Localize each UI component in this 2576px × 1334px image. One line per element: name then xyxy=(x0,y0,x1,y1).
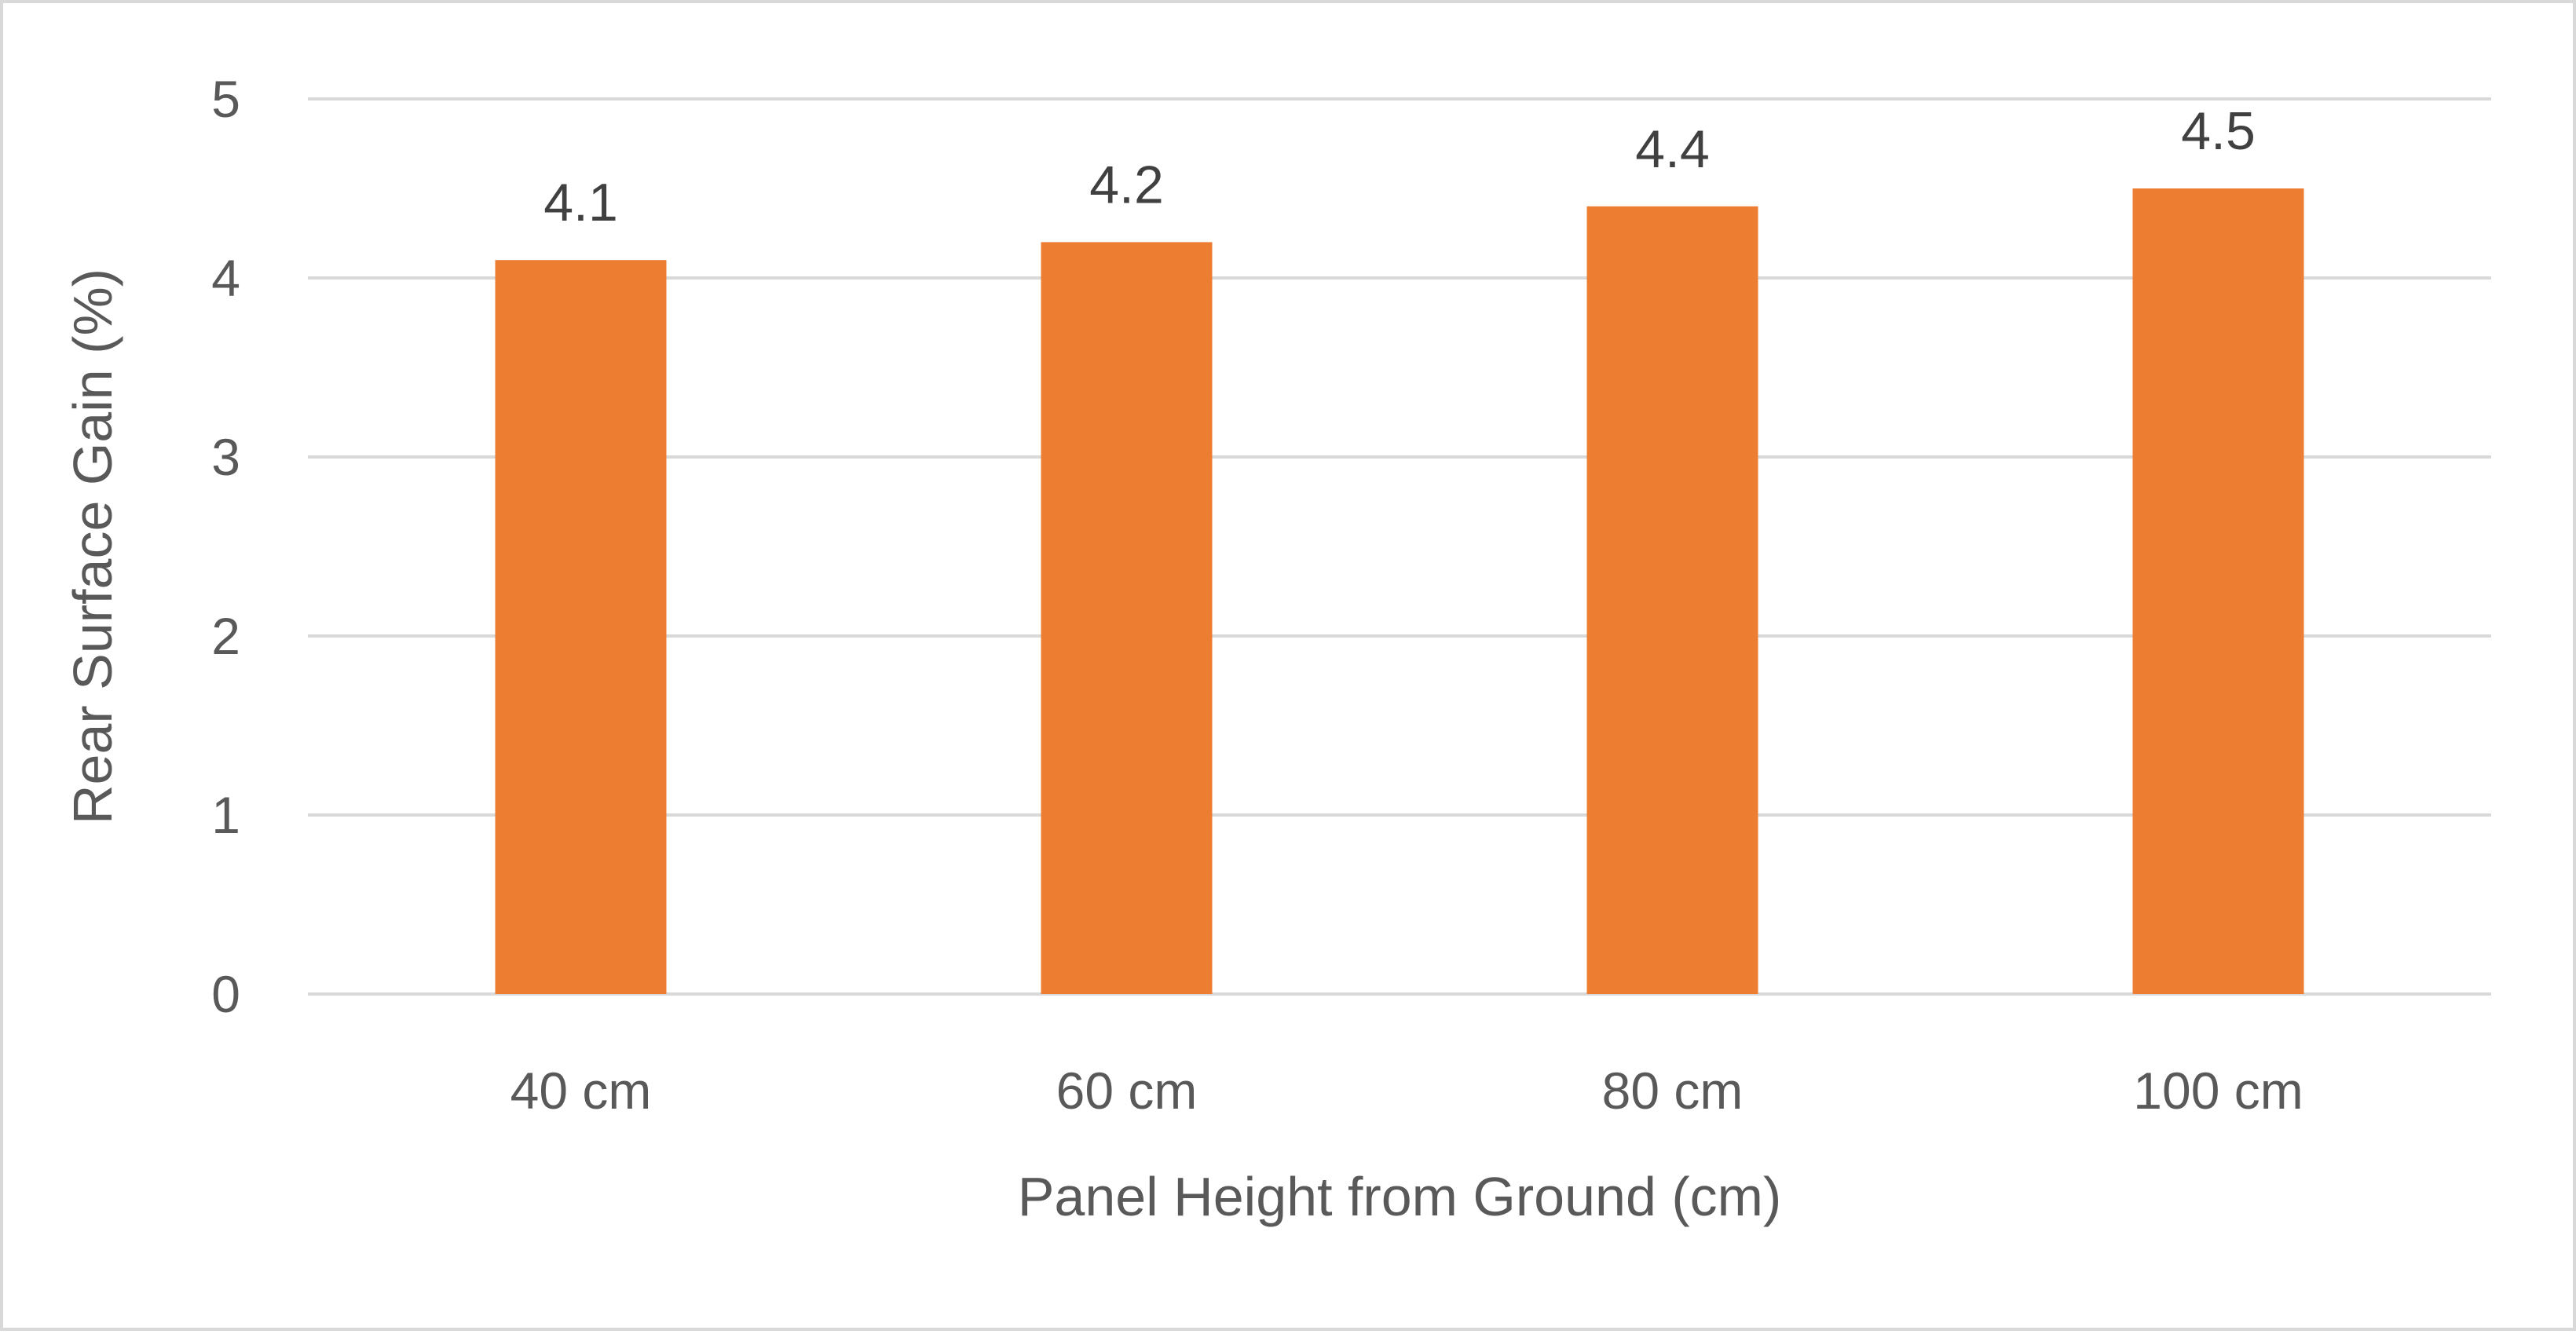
bar xyxy=(1041,242,1213,994)
bar-chart: 4.1 4.2 4.4 4.5 0 1 2 3 4 5 40 cm 60 cm 80 cm 100 c… xyxy=(62,70,2491,1227)
bar xyxy=(495,260,667,994)
data-labels: 4.1 4.2 4.4 4.5 xyxy=(543,101,2256,232)
y-tick-label: 3 xyxy=(211,428,240,486)
bars xyxy=(495,188,2304,994)
x-tick-label: 80 cm xyxy=(1602,1062,1744,1120)
y-tick-label: 2 xyxy=(211,607,240,665)
y-axis-title: Rear Surface Gain (%) xyxy=(62,269,123,824)
gridlines xyxy=(308,97,2491,996)
x-tick-label: 60 cm xyxy=(1056,1062,1198,1120)
data-label: 4.2 xyxy=(1089,155,1164,214)
y-tick-label: 4 xyxy=(211,249,240,307)
bar xyxy=(2132,188,2304,994)
x-axis-title: Panel Height from Ground (cm) xyxy=(1018,1166,1782,1227)
y-tick-label: 1 xyxy=(211,786,240,844)
x-tick-label: 100 cm xyxy=(2133,1062,2303,1120)
x-tick-label: 40 cm xyxy=(510,1062,652,1120)
y-tick-label: 5 xyxy=(211,70,240,128)
y-tick-label: 0 xyxy=(211,965,240,1023)
y-axis-ticks: 0 1 2 3 4 5 xyxy=(211,70,240,1023)
x-axis-ticks: 40 cm 60 cm 80 cm 100 cm xyxy=(510,1062,2303,1120)
bar xyxy=(1586,206,1758,994)
data-label: 4.1 xyxy=(543,173,618,232)
data-label: 4.4 xyxy=(1635,119,1710,179)
data-label: 4.5 xyxy=(2181,101,2256,161)
